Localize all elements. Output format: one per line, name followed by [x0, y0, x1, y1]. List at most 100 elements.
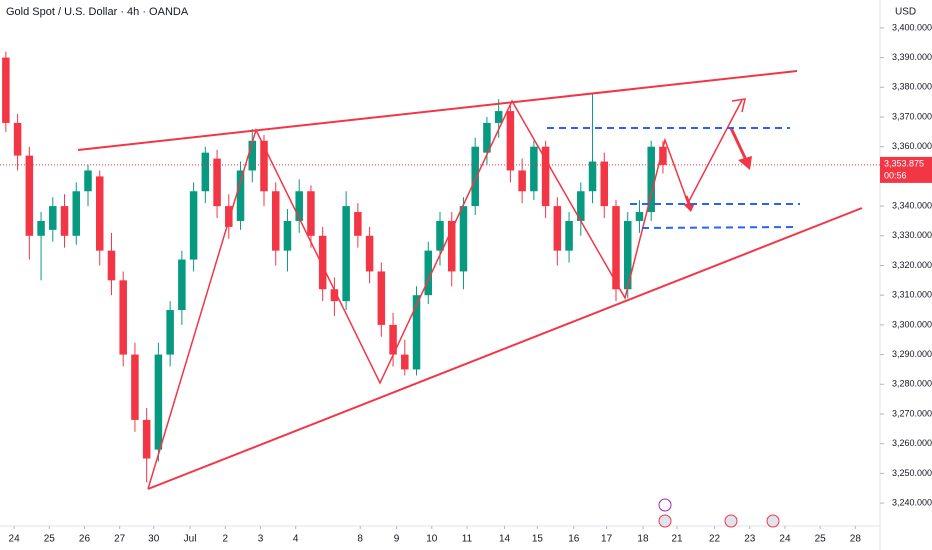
candle-body — [13, 122, 22, 156]
countdown-label: 00:56 — [884, 170, 907, 180]
last-price-label: 3,353.875 — [884, 158, 924, 168]
candle-body — [565, 220, 573, 251]
candle-body — [49, 206, 57, 230]
candle-body — [577, 191, 585, 221]
candle-body — [166, 310, 174, 355]
candle-body — [612, 206, 620, 290]
candle-body — [131, 354, 139, 420]
candle-body — [107, 250, 116, 281]
price-tick-label: 3,260.000 — [892, 438, 932, 448]
time-tick-label: 27 — [114, 534, 126, 545]
candle-body — [354, 212, 362, 236]
event-icon[interactable] — [766, 514, 780, 528]
support-line — [641, 226, 798, 229]
price-tick-label: 3,310.000 — [892, 290, 932, 300]
candle-body — [459, 206, 468, 272]
candle-body — [283, 220, 292, 251]
event-icon[interactable] — [658, 514, 672, 528]
time-tick-label: 24 — [779, 534, 791, 545]
candle-body — [659, 146, 667, 165]
candle-body — [541, 146, 550, 207]
price-tick-label: 3,360.000 — [892, 141, 932, 151]
drawings — [77, 70, 863, 490]
time-tick-label: 4 — [293, 534, 299, 545]
time-tick-label: 28 — [850, 534, 862, 545]
time-tick-label: 25 — [44, 534, 56, 545]
chart-title: Gold Spot / U.S. Dollar · 4h · OANDA — [6, 6, 189, 18]
candle-body — [483, 122, 491, 153]
price-tick-label: 3,240.000 — [892, 497, 932, 507]
candle-body — [60, 206, 69, 236]
time-tick-label: 22 — [709, 534, 721, 545]
candle-body — [494, 111, 503, 123]
time-tick-label: 21 — [671, 534, 683, 545]
small-down-arrow-head — [683, 203, 695, 212]
time-tick-label: 15 — [532, 534, 544, 545]
candle-body — [236, 170, 245, 221]
candle-body — [248, 140, 257, 171]
candle-body — [37, 220, 45, 236]
event-icon[interactable] — [724, 514, 738, 528]
time-tick-label: 10 — [426, 534, 438, 545]
candle-body — [506, 111, 515, 171]
price-tick-label: 3,270.000 — [892, 408, 932, 418]
candle-body — [600, 161, 609, 207]
candle-body — [72, 191, 81, 236]
candle-body — [635, 212, 644, 221]
candle-body — [2, 57, 10, 123]
candle-body — [142, 419, 151, 459]
candle-body — [154, 354, 163, 450]
time-tick-label: 24 — [9, 534, 21, 545]
candle-body — [588, 161, 597, 192]
candle-body — [389, 324, 397, 355]
arrow-head — [731, 98, 746, 113]
candle-body — [436, 220, 444, 251]
event-icon[interactable] — [658, 498, 672, 512]
candle-body — [447, 220, 456, 272]
time-tick-label: 8 — [357, 534, 363, 545]
candle-body — [518, 170, 526, 192]
time-tick-label: 30 — [148, 534, 160, 545]
lower-trend-line — [147, 207, 863, 490]
time-tick-label: Jul — [184, 534, 197, 545]
event-icons[interactable] — [658, 498, 780, 528]
last-price-box — [880, 156, 932, 183]
candle-body — [189, 191, 198, 260]
price-tick-label: 3,400.000 — [892, 22, 932, 32]
zigzag-path — [147, 99, 743, 490]
candle-body — [365, 235, 374, 272]
time-tick-label: 9 — [394, 534, 400, 545]
candle-body — [342, 206, 350, 302]
candle-body — [424, 250, 433, 296]
price-tick-label: 3,390.000 — [892, 52, 932, 62]
candle-body — [271, 191, 280, 251]
candle-body — [295, 191, 303, 221]
price-tick-label: 3,370.000 — [892, 111, 932, 121]
down-arrow — [729, 127, 748, 161]
candle-body — [647, 146, 655, 213]
currency-label: USD — [895, 7, 916, 18]
price-tick-label: 3,340.000 — [892, 200, 932, 210]
time-tick-label: 26 — [79, 534, 91, 545]
candle-body — [260, 140, 268, 192]
candle-body — [401, 354, 409, 370]
time-tick-label: 17 — [601, 534, 613, 545]
candle-body — [225, 206, 233, 227]
time-tick-label: 14 — [499, 534, 511, 545]
candle-body — [25, 155, 34, 236]
candle-body — [471, 146, 479, 207]
time-tick-label: 11 — [462, 534, 473, 545]
price-tick-label: 3,380.000 — [892, 82, 932, 92]
price-tick-label: 3,280.000 — [892, 379, 932, 389]
price-tick-label: 3,250.000 — [892, 468, 932, 478]
time-tick-label: 3 — [258, 534, 264, 545]
candle-body — [330, 289, 339, 302]
candle-body — [119, 280, 127, 355]
candle-body — [178, 259, 186, 311]
candle-body — [95, 176, 104, 251]
candle-body — [553, 206, 562, 251]
price-tick-label: 3,290.000 — [892, 349, 932, 359]
candle-body — [84, 170, 92, 192]
price-tick-label: 3,320.000 — [892, 260, 932, 270]
